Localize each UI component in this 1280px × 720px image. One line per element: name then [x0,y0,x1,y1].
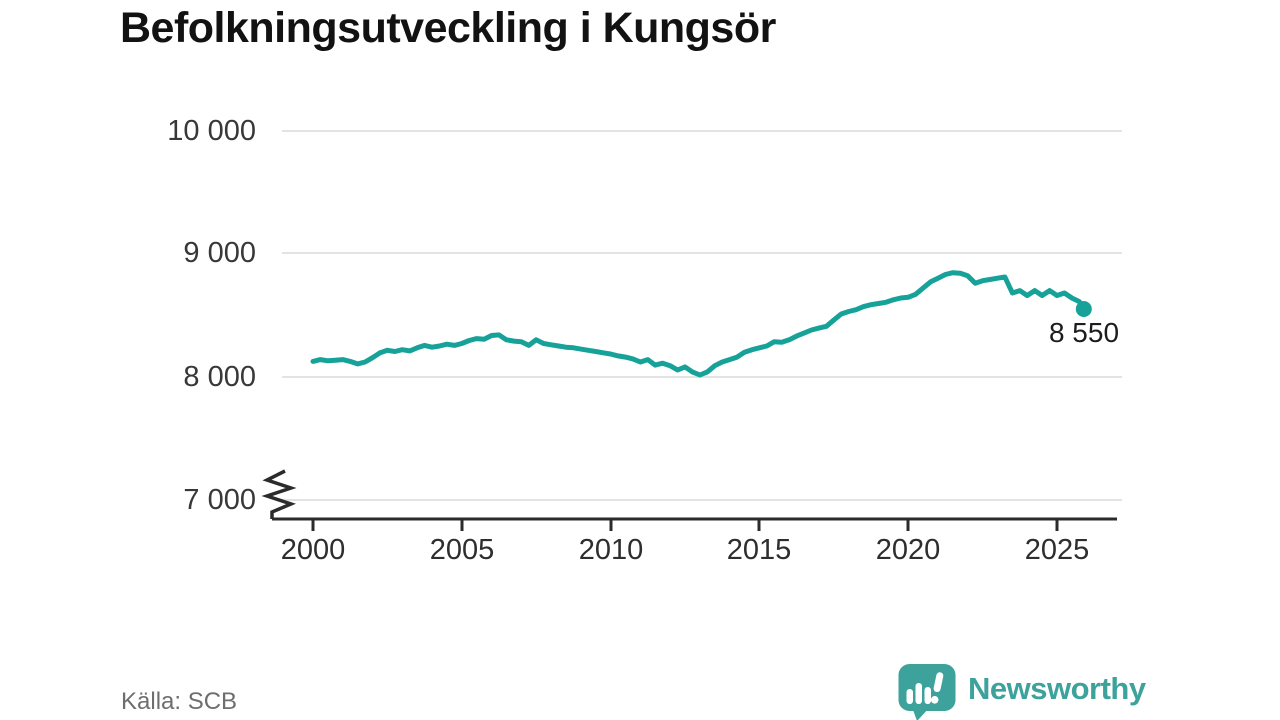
brand-footer: Newsworthy [898,663,1146,720]
x-tick-label-2020: 2020 [875,534,941,566]
latest-value-label: 8 550 [1048,317,1120,348]
population-line [310,270,1087,378]
newsworthy-logo-icon [898,664,956,720]
y-tick-label-10000: 10 000 [167,115,256,147]
source-label: Källa: SCB [121,688,238,715]
latest-value-dot [1075,301,1092,317]
y-tick-label-8000: 8 000 [183,361,256,393]
x-tick-label-2015: 2015 [726,534,792,566]
chart-title: Befolkningsutveckling i Kungsör [120,4,776,52]
bar-chart-exclamation-glyph [906,672,944,704]
x-tick-label-2005: 2005 [429,534,495,566]
brand-name: Newsworthy [968,671,1146,706]
x-tick-label-2000: 2000 [280,534,346,566]
y-tick-label-9000: 9 000 [183,237,256,269]
y-tick-label-7000: 7 000 [183,484,256,516]
axis-break-icon [261,469,297,519]
x-tick-label-2025: 2025 [1024,534,1090,566]
x-tick-label-2010: 2010 [578,534,644,566]
